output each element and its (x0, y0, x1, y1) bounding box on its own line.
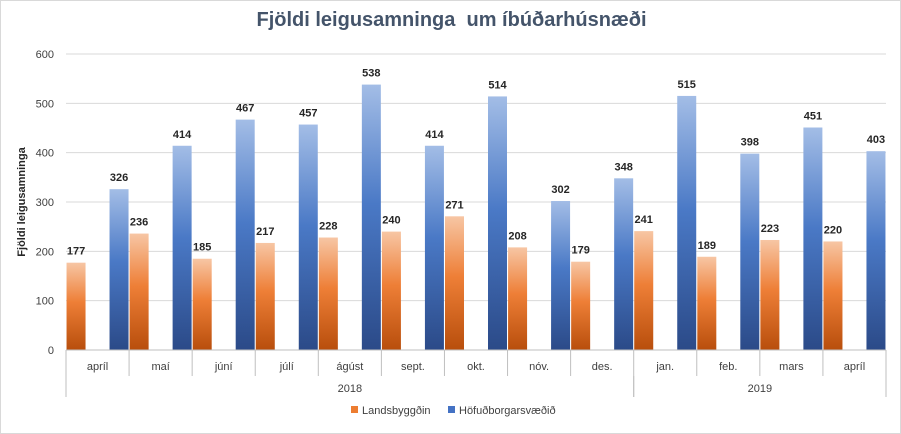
data-label: 240 (382, 215, 400, 227)
x-tick-label: maí (151, 361, 169, 373)
chart-title: Fjöldi leigusamninga um íbúðarhúsnæði (256, 9, 647, 31)
data-label: 236 (130, 217, 148, 229)
data-label: 271 (445, 199, 463, 211)
y-tick-label: 200 (36, 246, 54, 258)
data-label: 398 (741, 137, 759, 149)
x-tick-label: feb. (719, 361, 737, 373)
x-tick-label: sept. (401, 361, 425, 373)
data-label: 414 (173, 129, 192, 141)
bar (634, 231, 654, 350)
bar (803, 127, 823, 350)
bar (381, 231, 401, 350)
data-label: 179 (571, 245, 589, 257)
data-label: 348 (614, 161, 632, 173)
year-group-label: 2018 (338, 383, 362, 395)
data-label: 223 (761, 223, 779, 235)
data-label: 515 (678, 79, 696, 91)
bar (298, 124, 318, 351)
legend-label: Höfuðborgarsvæðið (459, 405, 556, 417)
bar (361, 84, 381, 350)
data-label: 326 (110, 172, 128, 184)
bar (677, 95, 697, 350)
data-label: 177 (67, 246, 85, 258)
bar (697, 256, 717, 350)
bar (255, 242, 275, 350)
data-label: 228 (319, 221, 337, 233)
data-label: 538 (362, 68, 380, 80)
bar (172, 145, 192, 350)
x-tick-label: ágúst (336, 361, 363, 373)
x-tick-label: nóv. (529, 361, 549, 373)
bar (445, 216, 464, 350)
y-tick-label: 500 (36, 98, 54, 110)
y-tick-label: 0 (48, 345, 54, 357)
x-tick-label: mars (779, 361, 804, 373)
x-tick-label: apríl (844, 361, 865, 373)
legend-label: Landsbyggðin (362, 405, 431, 417)
y-axis-title: Fjöldi leigusamninga (16, 146, 28, 256)
y-tick-label: 100 (36, 296, 54, 308)
data-label: 457 (299, 108, 317, 120)
bar (66, 262, 86, 350)
data-label: 208 (508, 230, 526, 242)
data-label: 220 (824, 224, 842, 236)
x-tick-label: jan. (655, 361, 674, 373)
bar (508, 247, 528, 350)
x-tick-label: okt. (467, 361, 485, 373)
bar (866, 151, 886, 350)
bar (424, 145, 444, 350)
bar (760, 239, 780, 350)
data-label: 185 (193, 242, 211, 254)
bar (192, 258, 212, 350)
y-tick-label: 400 (36, 148, 54, 160)
bar (235, 119, 255, 350)
data-label: 217 (256, 226, 274, 238)
year-group-label: 2019 (748, 383, 772, 395)
y-tick-label: 600 (36, 49, 54, 61)
legend-swatch (351, 406, 358, 413)
data-label: 189 (698, 240, 716, 252)
x-tick-label: des. (592, 361, 613, 373)
bar (488, 96, 507, 350)
data-label: 302 (551, 184, 569, 196)
data-label: 414 (425, 129, 444, 141)
bar (551, 201, 571, 350)
legend-swatch (448, 406, 455, 413)
bar (571, 261, 591, 350)
y-tick-label: 300 (36, 197, 54, 209)
bar (740, 153, 760, 350)
x-tick-label: júní (214, 361, 233, 373)
data-label: 467 (236, 103, 254, 115)
bar (614, 178, 634, 350)
bar (823, 241, 843, 350)
data-label: 514 (488, 79, 507, 91)
bar (318, 237, 338, 350)
x-tick-label: júlí (279, 361, 294, 373)
data-label: 451 (804, 111, 822, 123)
bar (109, 189, 129, 350)
bar (129, 233, 149, 350)
data-label: 403 (867, 134, 885, 146)
data-label: 241 (635, 214, 653, 226)
x-tick-label: apríl (87, 361, 108, 373)
